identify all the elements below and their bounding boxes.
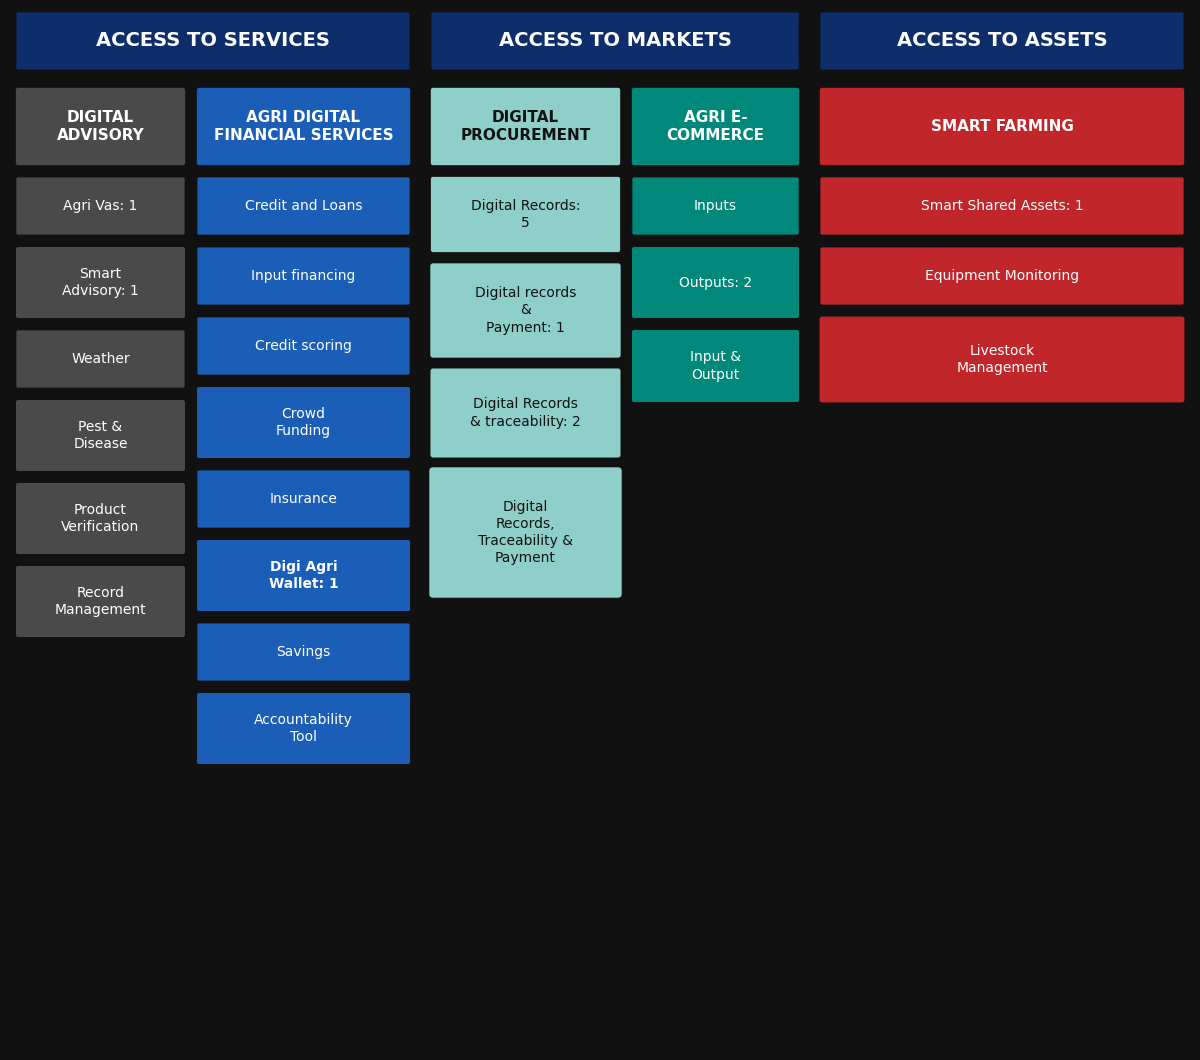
FancyBboxPatch shape (632, 177, 799, 234)
Text: Crowd
Funding: Crowd Funding (276, 407, 331, 438)
FancyBboxPatch shape (197, 177, 409, 234)
Text: ACCESS TO ASSETS: ACCESS TO ASSETS (896, 32, 1108, 51)
FancyBboxPatch shape (820, 317, 1184, 403)
FancyBboxPatch shape (16, 247, 185, 318)
Text: Livestock
Management: Livestock Management (956, 343, 1048, 375)
FancyBboxPatch shape (197, 693, 410, 764)
FancyBboxPatch shape (197, 540, 410, 611)
Text: ACCESS TO MARKETS: ACCESS TO MARKETS (498, 32, 732, 51)
Text: Accountability
Tool: Accountability Tool (254, 713, 353, 744)
Text: Credit scoring: Credit scoring (256, 339, 352, 353)
FancyBboxPatch shape (16, 400, 185, 471)
Text: Digital Records
& traceability: 2: Digital Records & traceability: 2 (470, 398, 581, 428)
FancyBboxPatch shape (197, 623, 409, 681)
Text: Outputs: 2: Outputs: 2 (679, 276, 752, 289)
Text: Savings: Savings (276, 644, 331, 659)
FancyBboxPatch shape (632, 88, 799, 165)
FancyBboxPatch shape (16, 483, 185, 554)
FancyBboxPatch shape (430, 467, 622, 598)
FancyBboxPatch shape (197, 247, 409, 304)
FancyBboxPatch shape (821, 13, 1183, 70)
Text: Insurance: Insurance (270, 492, 337, 506)
Text: DIGITAL
PROCUREMENT: DIGITAL PROCUREMENT (461, 109, 590, 143)
Text: Smart Shared Assets: 1: Smart Shared Assets: 1 (920, 199, 1084, 213)
FancyBboxPatch shape (431, 369, 620, 458)
FancyBboxPatch shape (431, 13, 799, 70)
FancyBboxPatch shape (17, 177, 185, 234)
FancyBboxPatch shape (17, 13, 409, 70)
Text: Product
Verification: Product Verification (61, 502, 139, 534)
FancyBboxPatch shape (431, 177, 620, 252)
Text: Equipment Monitoring: Equipment Monitoring (925, 269, 1079, 283)
Text: Digital Records:
5: Digital Records: 5 (470, 199, 581, 230)
Text: Input &
Output: Input & Output (690, 351, 742, 382)
FancyBboxPatch shape (431, 263, 620, 357)
FancyBboxPatch shape (197, 471, 409, 528)
Text: AGRI DIGITAL
FINANCIAL SERVICES: AGRI DIGITAL FINANCIAL SERVICES (214, 109, 394, 143)
Text: Agri Vas: 1: Agri Vas: 1 (64, 199, 138, 213)
Text: Weather: Weather (71, 352, 130, 366)
Text: Smart
Advisory: 1: Smart Advisory: 1 (62, 267, 139, 298)
Text: Record
Management: Record Management (55, 586, 146, 617)
Text: Credit and Loans: Credit and Loans (245, 199, 362, 213)
FancyBboxPatch shape (632, 247, 799, 318)
Text: Digital
Records,
Traceability &
Payment: Digital Records, Traceability & Payment (478, 499, 574, 565)
Text: ACCESS TO SERVICES: ACCESS TO SERVICES (96, 32, 330, 51)
FancyBboxPatch shape (17, 331, 185, 388)
FancyBboxPatch shape (197, 88, 410, 165)
FancyBboxPatch shape (431, 88, 620, 165)
Text: Digi Agri
Wallet: 1: Digi Agri Wallet: 1 (269, 560, 338, 591)
FancyBboxPatch shape (820, 88, 1184, 165)
Text: Pest &
Disease: Pest & Disease (73, 420, 127, 452)
FancyBboxPatch shape (821, 177, 1183, 234)
Text: Inputs: Inputs (694, 199, 737, 213)
Text: AGRI E-
COMMERCE: AGRI E- COMMERCE (666, 109, 764, 143)
Text: Digital records
&
Payment: 1: Digital records & Payment: 1 (475, 286, 576, 335)
FancyBboxPatch shape (16, 88, 185, 165)
Text: Input financing: Input financing (251, 269, 355, 283)
FancyBboxPatch shape (16, 566, 185, 637)
Text: SMART FARMING: SMART FARMING (930, 119, 1074, 134)
Text: DIGITAL
ADVISORY: DIGITAL ADVISORY (56, 109, 144, 143)
FancyBboxPatch shape (197, 317, 409, 374)
FancyBboxPatch shape (197, 387, 410, 458)
FancyBboxPatch shape (632, 330, 799, 402)
FancyBboxPatch shape (821, 247, 1183, 304)
